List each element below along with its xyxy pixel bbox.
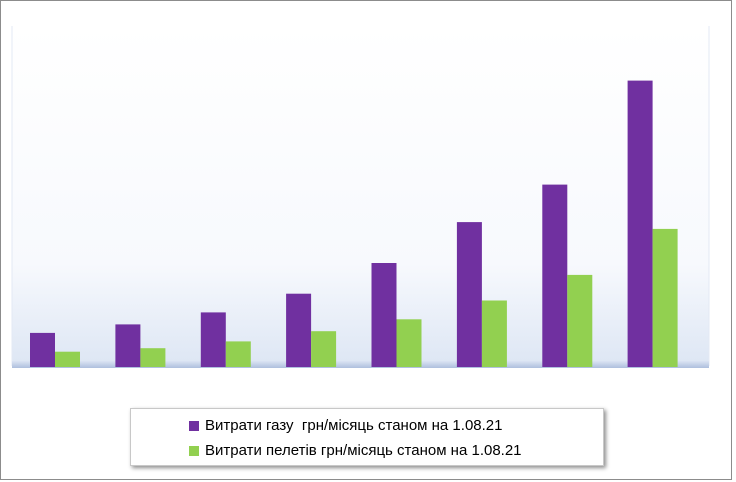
- bar-gas-8: [627, 80, 653, 367]
- bar-gas-4: [286, 293, 312, 367]
- bar-pellets-8: [652, 228, 678, 367]
- bars-group: [30, 80, 678, 367]
- bar-pellets-3: [225, 341, 251, 367]
- legend-item-gas: Витрати газу грн/місяць станом на 1.08.2…: [131, 413, 603, 438]
- legend-swatch-pellets: [189, 445, 199, 456]
- legend-item-pellets: Витрати пелетів грн/місяць станом на 1.0…: [131, 438, 603, 463]
- bar-gas-6: [456, 222, 482, 367]
- legend-label-gas: Витрати газу грн/місяць станом на 1.08.2…: [205, 417, 503, 434]
- bar-gas-5: [371, 263, 397, 367]
- bar-gas-2: [115, 324, 141, 367]
- bar-gas-7: [542, 184, 568, 367]
- bar-pellets-5: [396, 319, 422, 367]
- bar-pellets-4: [311, 331, 337, 367]
- bar-gas-3: [200, 312, 226, 367]
- bar-pellets-1: [55, 351, 80, 367]
- bar-pellets-7: [567, 274, 593, 367]
- legend: Витрати газу грн/місяць станом на 1.08.2…: [130, 408, 604, 466]
- bar-pellets-2: [140, 348, 166, 367]
- plot-floor: [12, 361, 709, 368]
- legend-swatch-gas: [189, 420, 199, 431]
- legend-label-pellets: Витрати пелетів грн/місяць станом на 1.0…: [205, 442, 522, 459]
- plot-area: [12, 26, 709, 366]
- bar-pellets-6: [481, 300, 507, 367]
- bar-gas-1: [30, 332, 55, 367]
